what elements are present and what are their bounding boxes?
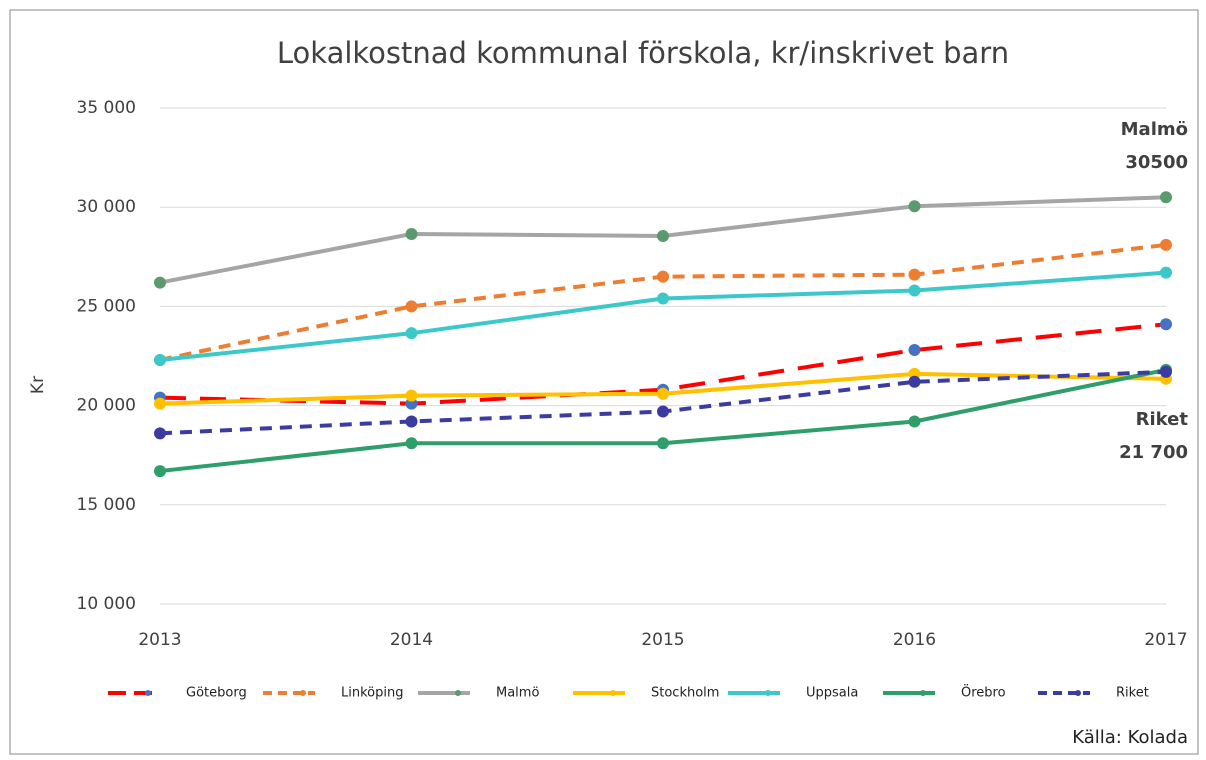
marker [154,465,166,478]
legend-marker [145,690,151,696]
legend-marker [455,690,461,696]
x-tick-label: 2013 [138,630,181,650]
marker [657,387,669,400]
marker [908,344,921,357]
legend-label: Uppsala [806,686,858,701]
x-tick-label: 2015 [641,630,684,650]
marker [908,268,921,281]
y-tick-label: 30 000 [77,197,136,217]
marker [908,375,921,388]
marker [908,415,921,428]
legend-marker [765,690,771,696]
annotation-value: 21 700 [1119,442,1188,463]
legend-label: Stockholm [651,686,719,701]
x-tick-label: 2017 [1144,630,1187,650]
marker [405,227,418,240]
marker [657,229,669,242]
marker [154,397,166,410]
marker [154,427,166,440]
chart-frame [9,9,1199,755]
marker [405,300,418,313]
y-tick-label: 25 000 [77,296,136,316]
legend-label: Riket [1116,686,1149,701]
marker [154,276,166,289]
marker [154,353,166,366]
annotation-value: 30500 [1125,152,1188,173]
annotation-name: Malmö [1121,119,1188,140]
marker [657,270,669,283]
x-tick-label: 2016 [893,630,936,650]
y-tick-label: 20 000 [77,396,136,416]
marker [1160,191,1172,204]
y-axis-label: Kr [28,376,48,394]
y-tick-label: 10 000 [77,594,136,614]
marker [1160,365,1172,378]
marker [405,437,418,450]
marker [1160,238,1172,251]
legend-marker [300,690,306,696]
marker [405,415,418,428]
annotation-name: Riket [1136,409,1189,430]
legend-label: Linköping [341,686,403,701]
chart-title: Lokalkostnad kommunal förskola, kr/inskr… [277,36,1009,70]
marker [405,327,418,340]
y-tick-label: 15 000 [77,495,136,515]
marker [657,405,669,418]
marker [1160,318,1172,331]
legend-marker [1075,690,1081,696]
marker [405,389,418,402]
source: Källa: Kolada [1072,727,1188,748]
y-tick-label: 35 000 [77,98,136,118]
legend-marker [610,690,616,696]
legend-label: Örebro [961,684,1006,701]
legend-label: Göteborg [186,686,247,701]
legend-label: Malmö [496,686,539,701]
marker [657,437,669,450]
marker [657,292,669,305]
legend-marker [920,690,926,696]
marker [908,200,921,213]
marker [908,284,921,297]
marker [1160,266,1172,279]
x-tick-label: 2014 [390,630,433,650]
